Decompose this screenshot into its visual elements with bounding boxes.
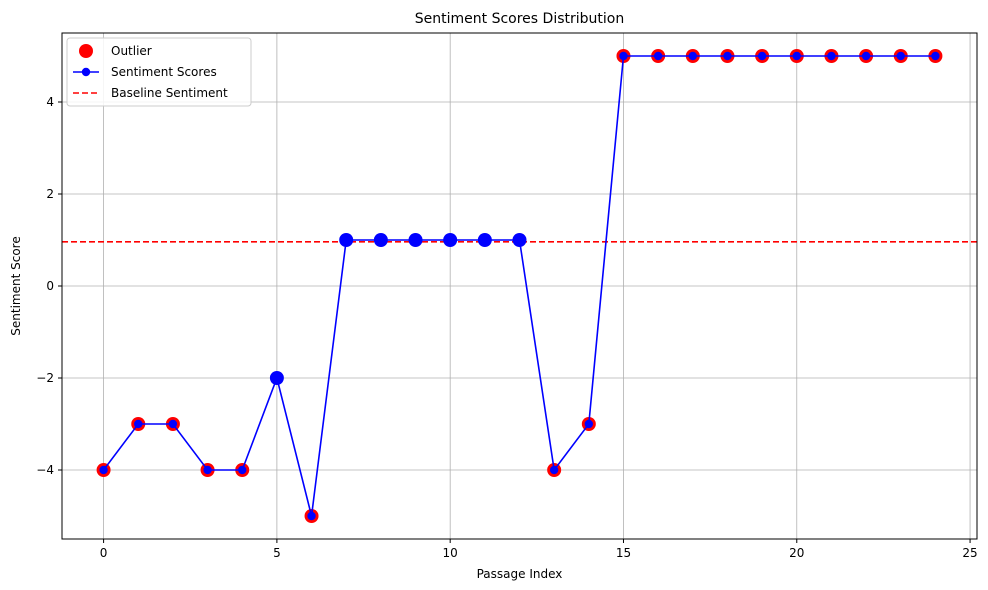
sentiment-point — [376, 235, 386, 245]
legend-label: Sentiment Scores — [111, 65, 217, 79]
sentiment-point — [931, 51, 940, 61]
chart-title: Sentiment Scores Distribution — [415, 11, 624, 27]
x-tick-label: 10 — [443, 546, 458, 560]
sentiment-point — [549, 465, 559, 475]
legend-label: Outlier — [111, 44, 152, 58]
legend: Outlier Sentiment Scores Baseline Sentimen… — [66, 37, 252, 107]
x-tick-label: 0 — [100, 546, 108, 560]
x-tick-label: 25 — [962, 546, 977, 560]
sentiment-point — [861, 51, 871, 61]
sentiment-point — [168, 419, 178, 429]
sentiment-point — [515, 235, 524, 245]
series-layer — [96, 49, 943, 523]
x-tick-label: 5 — [273, 546, 281, 560]
y-tick-label: 2 — [46, 187, 54, 201]
sentiment-point — [480, 235, 490, 245]
sentiment-point — [723, 51, 732, 61]
sentiment-point — [688, 51, 697, 61]
grid — [62, 33, 977, 539]
sentiment-point — [653, 51, 663, 61]
sentiment-point — [757, 51, 767, 61]
sentiment-point — [307, 511, 316, 521]
sentiment-point — [99, 465, 108, 475]
sentiment-point — [792, 51, 801, 61]
sentiment-point — [272, 373, 282, 383]
x-tick-label: 15 — [616, 546, 631, 560]
sentiment-point — [342, 235, 351, 245]
sentiment-point — [827, 51, 836, 61]
ticks-layer: 0 5 10 15 20 25 −4 −2 0 2 4 — [36, 95, 977, 560]
sentiment-point — [445, 235, 455, 245]
x-axis-label: Passage Index — [477, 567, 563, 581]
y-tick-label: 4 — [46, 95, 54, 109]
sentiment-point — [411, 235, 420, 245]
legend-box — [66, 37, 252, 107]
sentiment-point — [619, 51, 628, 61]
y-tick-label: 0 — [46, 279, 54, 293]
y-tick-label: −4 — [36, 463, 54, 477]
y-axis-label: Sentiment Score — [9, 236, 23, 335]
legend-line-marker — [81, 67, 91, 77]
sentiment-point — [238, 465, 247, 475]
y-tick-label: −2 — [36, 371, 54, 385]
sentiment-point — [134, 419, 143, 429]
sentiment-point — [896, 51, 905, 61]
legend-outlier-marker — [79, 44, 93, 58]
x-tick-label: 20 — [789, 546, 804, 560]
legend-label: Baseline Sentiment — [111, 86, 228, 100]
sentiment-point — [584, 419, 594, 429]
sentiment-point — [203, 465, 212, 475]
